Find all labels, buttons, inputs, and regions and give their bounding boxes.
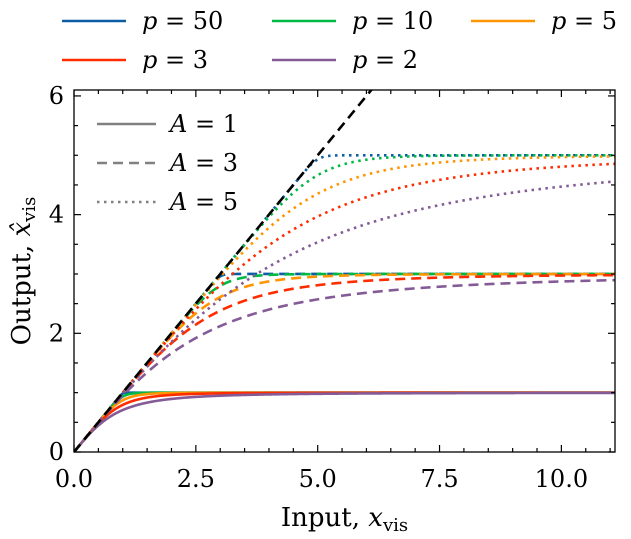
plot-frame	[73, 89, 616, 453]
legend-label-p3: p = 3	[142, 46, 208, 74]
curve-p3-A5	[74, 162, 615, 452]
ticks: 0.0 2.5 5.0 7.5 10.0 0 2 4 6	[49, 82, 615, 493]
curve-p2-A3	[74, 278, 615, 452]
curve-p2-A5	[74, 180, 615, 452]
y-tick-label: 2	[49, 319, 64, 347]
x-tick-label: 2.5	[177, 465, 215, 493]
curve-p5-A3	[74, 272, 615, 452]
curve-p3-A3	[74, 273, 615, 452]
x-tick-label: 7.5	[420, 465, 458, 493]
curve-p10-A5	[74, 153, 615, 452]
y-tick-label: 4	[49, 201, 64, 229]
y-tick-label: 6	[49, 82, 64, 110]
x-tick-label: 0.0	[55, 465, 93, 493]
y-axis-label: Output, x̂vis	[7, 197, 40, 346]
legend-label-p2: p = 2	[352, 46, 418, 74]
inner-legend: A = 1 A = 3 A = 5	[97, 110, 238, 216]
x-tick-label: 10.0	[535, 465, 588, 493]
legend-label-p10: p = 10	[352, 7, 433, 35]
axis-labels: Input, xvis Output, x̂vis	[7, 197, 408, 536]
legend-label-A5: A = 5	[168, 188, 238, 216]
curve-p10-A3	[74, 272, 615, 452]
curve-p50-A5	[74, 153, 615, 452]
identity-line	[74, 90, 373, 452]
curve-p50-A3	[74, 272, 615, 452]
legend-label-p5: p = 5	[551, 7, 617, 35]
curve-p2-A1	[74, 391, 615, 452]
legend-label-p50: p = 50	[142, 7, 223, 35]
x-tick-label: 5.0	[299, 465, 337, 493]
legend-label-A3: A = 3	[168, 149, 238, 177]
x-axis-label: Input, xvis	[281, 503, 408, 536]
legend-label-A1: A = 1	[168, 110, 238, 138]
y-tick-label: 0	[49, 438, 64, 466]
top-legend: p = 50 p = 10 p = 5 p = 3 p = 2	[62, 7, 617, 74]
curves	[74, 90, 615, 452]
